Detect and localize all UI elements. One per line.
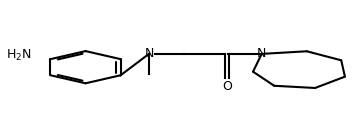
- Text: O: O: [222, 80, 232, 93]
- Text: $\mathregular{H_2N}$: $\mathregular{H_2N}$: [6, 48, 32, 63]
- Text: N: N: [144, 47, 154, 60]
- Text: N: N: [257, 47, 266, 60]
